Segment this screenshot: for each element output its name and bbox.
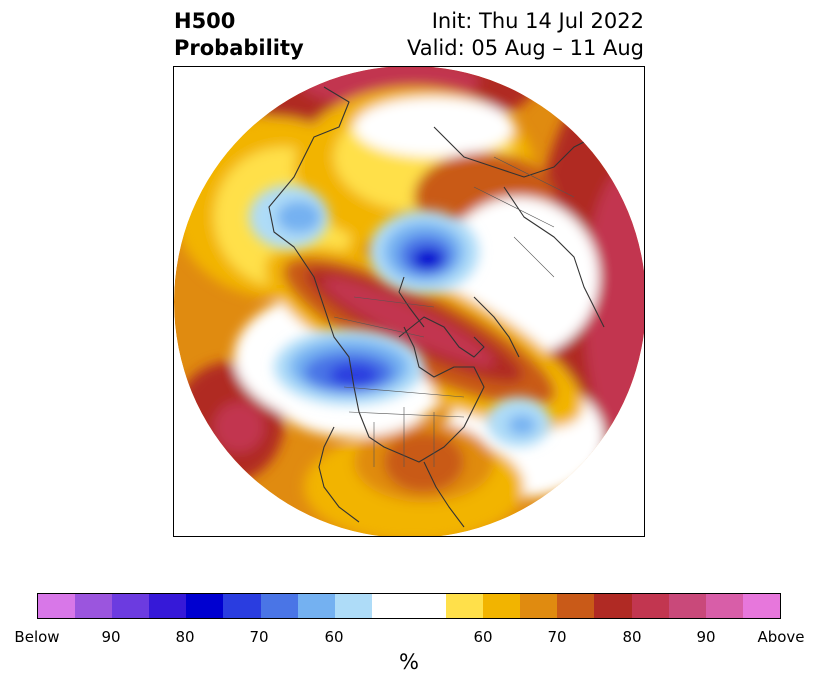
colorbar-segment (371, 594, 447, 618)
colorbar-segment (594, 594, 632, 618)
colorbar-segment (705, 594, 743, 618)
colorbar-tick-label: 70 (547, 628, 567, 646)
coastlines (268, 86, 615, 528)
probability-map (174, 67, 644, 536)
coast-pacific (318, 426, 360, 523)
map-frame (173, 66, 645, 537)
colorbar-segment (149, 594, 187, 618)
borders-canada (333, 296, 435, 338)
coast-europe (473, 296, 520, 358)
coast-arctic-islands (398, 276, 425, 328)
colorbar-tick-label: 90 (101, 628, 121, 646)
coast-eurasia-north (433, 126, 595, 178)
colorbar (37, 593, 781, 619)
coast-hudson (398, 316, 485, 358)
colorbar-segment (260, 594, 298, 618)
colorbar-tick-label: Above (757, 628, 805, 646)
central-below-85 (412, 248, 444, 270)
valid-range: Valid: 05 Aug – 11 Aug (406, 36, 644, 60)
nw-below-70 (277, 201, 321, 233)
southeast-below-70 (508, 415, 536, 435)
ridge-above-90 (323, 277, 495, 367)
colorbar-tick-label: 60 (473, 628, 493, 646)
colorbar-segment (334, 594, 372, 618)
borders-eurasia (473, 156, 575, 278)
colorbar-segment (446, 594, 484, 618)
colorbar-segment (668, 594, 706, 618)
borders-us (343, 386, 465, 467)
colorbar-segment (520, 594, 558, 618)
west-below-80 (329, 363, 379, 387)
below-normal-areas (249, 185, 551, 447)
colorbar-tick-label: 60 (324, 628, 344, 646)
west-above-90 (214, 402, 264, 452)
colorbar-segment (483, 594, 521, 618)
init-date: Init: Thu 14 Jul 2022 (431, 9, 644, 33)
colorbar-segment (38, 594, 76, 618)
coast-eurasia-east (503, 186, 605, 328)
colorbar-label: % (399, 650, 419, 674)
colorbar-segment (223, 594, 261, 618)
title-left: H500 Probability (174, 8, 304, 62)
colorbar-segment (297, 594, 335, 618)
borders (333, 156, 575, 467)
probability-field (174, 67, 644, 536)
title-right: Init: Thu 14 Jul 2022 Valid: 05 Aug – 11… (407, 8, 644, 62)
title-type: Probability (174, 36, 304, 60)
colorbar-tick-label: 80 (175, 628, 195, 646)
east-above-90 (584, 167, 644, 447)
colorbar-tick-label: Below (14, 628, 60, 646)
colorbar-segment (742, 594, 780, 618)
colorbar-segment (186, 594, 224, 618)
colorbar-tick-label: 80 (622, 628, 642, 646)
colorbar-segment (112, 594, 150, 618)
coast-atlantic (423, 461, 465, 528)
colorbar-segment (75, 594, 113, 618)
title-variable: H500 (174, 9, 236, 33)
colorbar-tick-label: 90 (696, 628, 716, 646)
coast-americas (268, 86, 485, 463)
colorbar-tick-label: 70 (249, 628, 269, 646)
colorbar-segment (631, 594, 669, 618)
colorbar-segment (557, 594, 595, 618)
